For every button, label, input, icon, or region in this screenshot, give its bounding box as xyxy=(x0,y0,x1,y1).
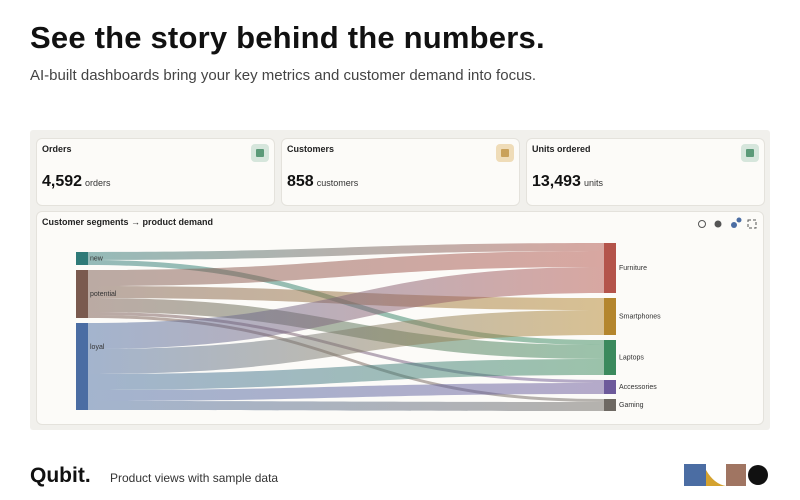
node-label: new xyxy=(90,255,104,262)
metric-number: 13,493 xyxy=(532,173,581,190)
node-label: Smartphones xyxy=(619,313,661,320)
decor-circle xyxy=(748,465,768,485)
node-label: Furniture xyxy=(619,265,647,272)
icon-glyph xyxy=(501,149,509,157)
icon-glyph xyxy=(746,149,754,157)
metric-number: 4,592 xyxy=(42,173,83,190)
badge xyxy=(736,217,742,223)
metric-number: 858 xyxy=(287,173,314,190)
sankey-link xyxy=(88,383,604,401)
sankey-node xyxy=(604,298,616,335)
metric-card: Customers 858 customers xyxy=(281,138,520,206)
footer-caption: Product views with sample data xyxy=(110,471,279,485)
metric-icon xyxy=(496,144,514,162)
node-label: potential xyxy=(90,291,117,298)
comment-button[interactable] xyxy=(714,220,722,228)
decor-square xyxy=(684,464,706,486)
sankey-link xyxy=(88,298,604,359)
sankey-link xyxy=(88,401,604,411)
decor-shapes xyxy=(684,464,768,486)
metric-card: Units ordered 13,493 units xyxy=(526,138,765,206)
node-label: Laptops xyxy=(619,354,644,361)
alert-button[interactable] xyxy=(731,222,737,228)
sankey-title: Customer segments → product demand xyxy=(42,217,214,227)
metric-value: 858 customers xyxy=(287,173,358,191)
node-label: loyal xyxy=(90,344,105,351)
node-label: Gaming xyxy=(619,402,644,409)
subheadline: AI-built dashboards bring your key metri… xyxy=(30,67,537,84)
metric-value: 4,592 orders xyxy=(42,173,111,191)
refresh-button[interactable] xyxy=(698,220,706,228)
sankey-node xyxy=(76,270,88,318)
brand-logo[interactable]: Qubit. xyxy=(30,464,91,487)
decor-triangle xyxy=(706,470,726,486)
sankey-link xyxy=(88,267,604,349)
metric-icon xyxy=(251,144,269,162)
metric-card: Orders 4,592 orders xyxy=(36,138,275,206)
metric-label: Customers xyxy=(287,144,335,154)
sankey-node xyxy=(604,243,616,293)
sankey-link xyxy=(88,243,604,260)
metric-value: 13,493 units xyxy=(532,173,603,191)
metric-icon xyxy=(741,144,759,162)
sankey-node xyxy=(76,252,88,265)
sankey-link xyxy=(88,310,604,374)
decor-square xyxy=(726,464,746,486)
headline: See the story behind the numbers. xyxy=(30,20,545,55)
sankey-link xyxy=(88,315,604,402)
sankey-links xyxy=(88,243,604,411)
metric-unit: customers xyxy=(316,178,359,188)
metric-label: Orders xyxy=(42,144,72,154)
sankey-link xyxy=(88,359,604,390)
icon-glyph xyxy=(256,149,264,157)
node-label: Accessories xyxy=(619,384,657,391)
sankey-node xyxy=(604,399,616,411)
metric-unit: units xyxy=(583,178,603,188)
metric-unit: orders xyxy=(85,178,111,188)
expand-button[interactable] xyxy=(747,219,757,229)
metric-label: Units ordered xyxy=(532,144,591,154)
sankey-node xyxy=(76,323,88,410)
sankey-node xyxy=(604,340,616,375)
toolbar xyxy=(698,217,757,229)
sankey-node xyxy=(604,380,616,394)
sankey-link xyxy=(88,251,604,286)
